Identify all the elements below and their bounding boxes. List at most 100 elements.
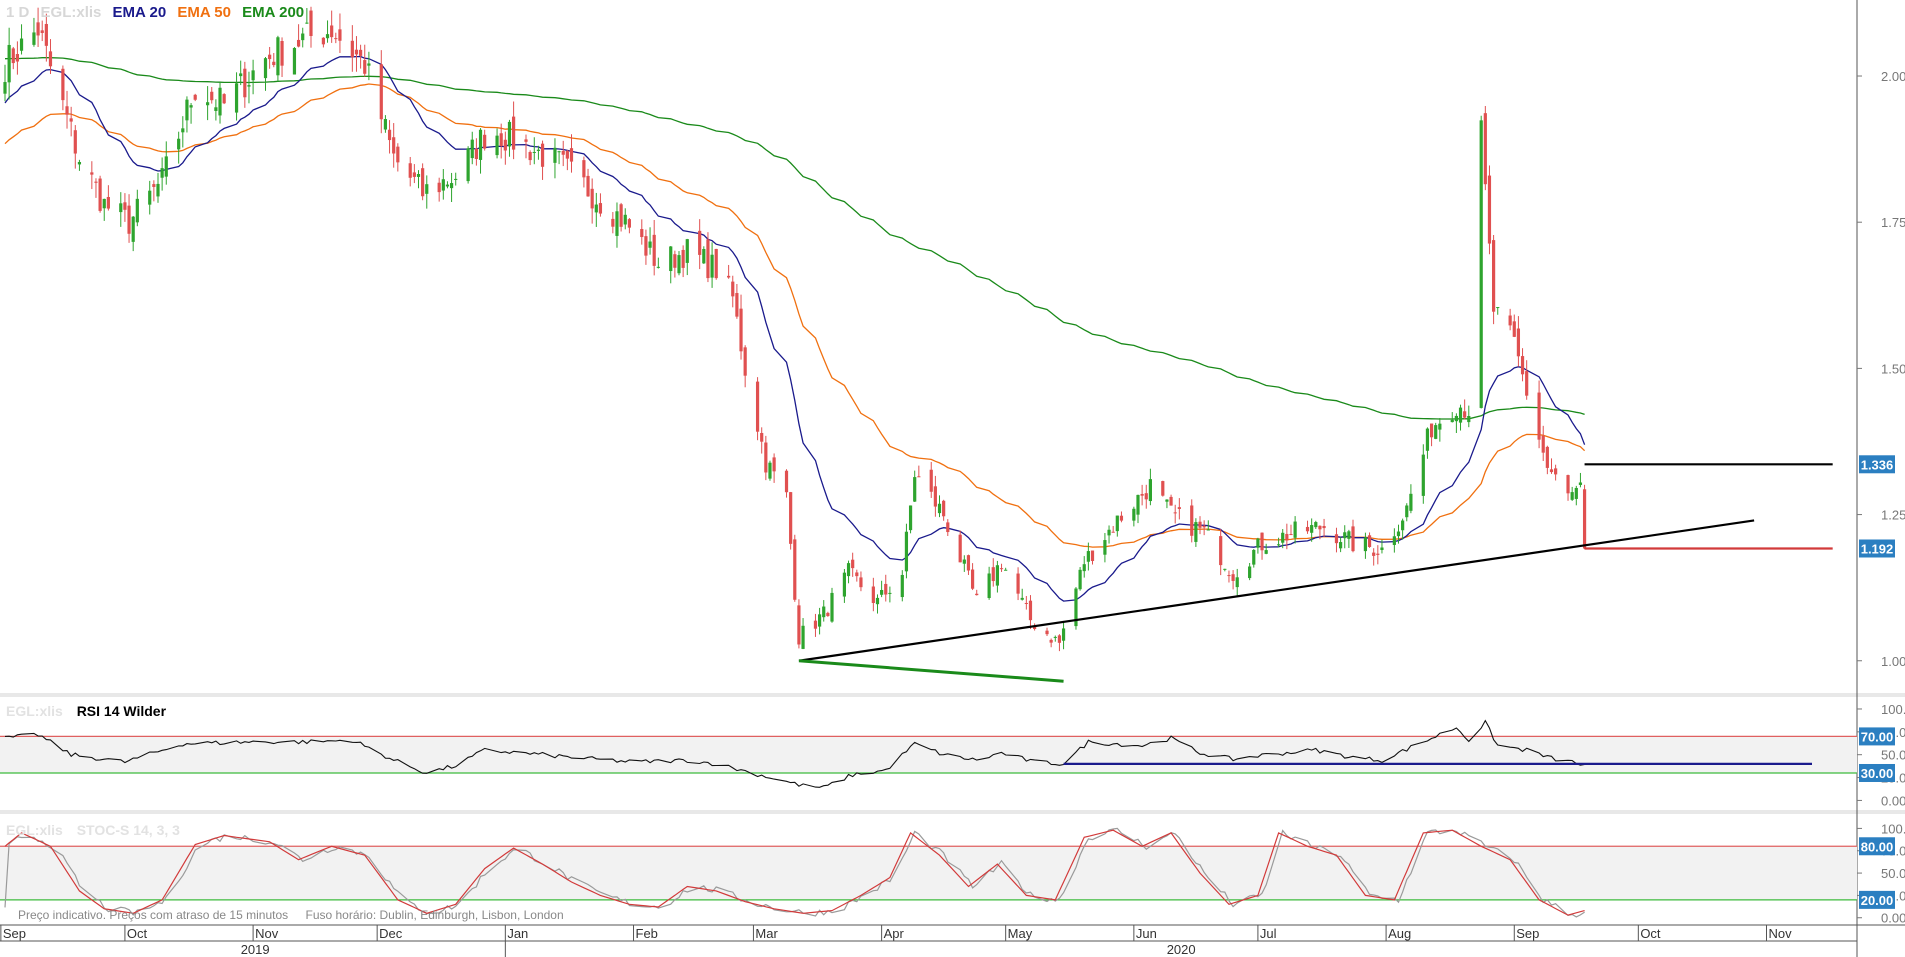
candle[interactable] <box>421 168 425 197</box>
candle[interactable] <box>3 82 7 94</box>
candle[interactable] <box>32 32 36 45</box>
rsi-line[interactable] <box>4 719 1585 788</box>
candle[interactable] <box>1458 407 1463 423</box>
candle[interactable] <box>408 163 412 178</box>
candle[interactable] <box>1061 628 1066 641</box>
candle[interactable] <box>206 102 210 106</box>
candle[interactable] <box>1248 566 1252 579</box>
candle[interactable] <box>164 156 168 177</box>
candle[interactable] <box>710 254 714 278</box>
candle[interactable] <box>755 381 760 432</box>
candle[interactable] <box>970 569 975 589</box>
candle[interactable] <box>880 589 884 595</box>
candle[interactable] <box>1351 526 1355 552</box>
candle[interactable] <box>739 308 743 352</box>
candle[interactable] <box>222 94 226 104</box>
candle[interactable] <box>743 347 747 376</box>
candle[interactable] <box>1541 435 1545 453</box>
candle[interactable] <box>962 559 966 564</box>
candle[interactable] <box>937 503 942 514</box>
candle[interactable] <box>239 73 243 77</box>
stoch-slow-line[interactable] <box>4 827 1585 918</box>
candle[interactable] <box>801 625 805 649</box>
candle[interactable] <box>946 522 950 533</box>
candle[interactable] <box>189 105 193 108</box>
candle[interactable] <box>1086 551 1090 562</box>
candle[interactable] <box>1260 532 1264 551</box>
candle[interactable] <box>1256 538 1260 548</box>
candle[interactable] <box>193 94 197 100</box>
candle[interactable] <box>1078 569 1082 590</box>
candle[interactable] <box>1004 569 1008 571</box>
candle[interactable] <box>846 563 851 577</box>
candle[interactable] <box>768 462 772 479</box>
candle[interactable] <box>987 573 991 599</box>
candle[interactable] <box>272 61 276 66</box>
candle[interactable] <box>561 150 565 155</box>
candle[interactable] <box>1566 475 1570 494</box>
legend-ema-200[interactable]: EMA 200 <box>242 4 305 21</box>
candle[interactable] <box>416 174 421 177</box>
candle[interactable] <box>263 58 268 79</box>
candle[interactable] <box>1103 540 1107 555</box>
candle[interactable] <box>1202 525 1206 528</box>
candle[interactable] <box>1405 505 1409 518</box>
candle[interactable] <box>1392 536 1396 545</box>
candle[interactable] <box>859 577 863 588</box>
candle[interactable] <box>1177 507 1181 509</box>
candle[interactable] <box>292 47 297 75</box>
candle[interactable] <box>1045 630 1049 635</box>
candle[interactable] <box>1053 636 1057 638</box>
candle[interactable] <box>437 182 441 193</box>
candle[interactable] <box>309 10 313 37</box>
candle[interactable] <box>1582 489 1587 549</box>
candle[interactable] <box>817 614 822 627</box>
candle[interactable] <box>656 266 660 268</box>
candle[interactable] <box>590 188 594 209</box>
pane-separator[interactable] <box>0 810 1905 814</box>
candle[interactable] <box>1339 542 1343 549</box>
candle[interactable] <box>772 457 776 472</box>
candle[interactable] <box>673 254 677 268</box>
candle[interactable] <box>875 597 880 605</box>
candle[interactable] <box>1574 487 1578 499</box>
candle[interactable] <box>1161 481 1165 496</box>
candle[interactable] <box>1305 526 1310 532</box>
candle[interactable] <box>991 567 995 582</box>
candle[interactable] <box>1136 494 1140 515</box>
candle[interactable] <box>1343 532 1347 539</box>
candle[interactable] <box>1293 521 1297 538</box>
candle[interactable] <box>1549 469 1554 473</box>
ema-20-line[interactable] <box>4 55 1586 602</box>
candle[interactable] <box>1578 482 1583 485</box>
candle[interactable] <box>387 129 392 141</box>
candle[interactable] <box>1024 602 1028 604</box>
candle[interactable] <box>1107 529 1111 536</box>
candle[interactable] <box>214 107 218 111</box>
candle[interactable] <box>1169 496 1173 506</box>
candle[interactable] <box>999 568 1004 570</box>
candle[interactable] <box>822 606 826 618</box>
candle[interactable] <box>598 203 603 214</box>
candle[interactable] <box>536 149 541 151</box>
candle[interactable] <box>1367 535 1372 547</box>
candle[interactable] <box>995 565 999 586</box>
candle[interactable] <box>185 99 189 121</box>
candle[interactable] <box>280 41 284 66</box>
candle[interactable] <box>148 190 152 205</box>
candle[interactable] <box>106 197 110 209</box>
candle[interactable] <box>276 37 280 76</box>
candle[interactable] <box>495 135 499 156</box>
candle[interactable] <box>1450 419 1454 423</box>
candle[interactable] <box>1289 534 1293 536</box>
candle[interactable] <box>735 293 739 317</box>
candle[interactable] <box>7 44 11 83</box>
candle[interactable] <box>677 255 681 274</box>
candle[interactable] <box>152 184 156 187</box>
candle[interactable] <box>449 183 454 189</box>
candle[interactable] <box>454 178 458 180</box>
candle[interactable] <box>412 172 416 177</box>
candle[interactable] <box>181 128 185 133</box>
candle[interactable] <box>1165 499 1169 502</box>
candle[interactable] <box>11 48 15 64</box>
